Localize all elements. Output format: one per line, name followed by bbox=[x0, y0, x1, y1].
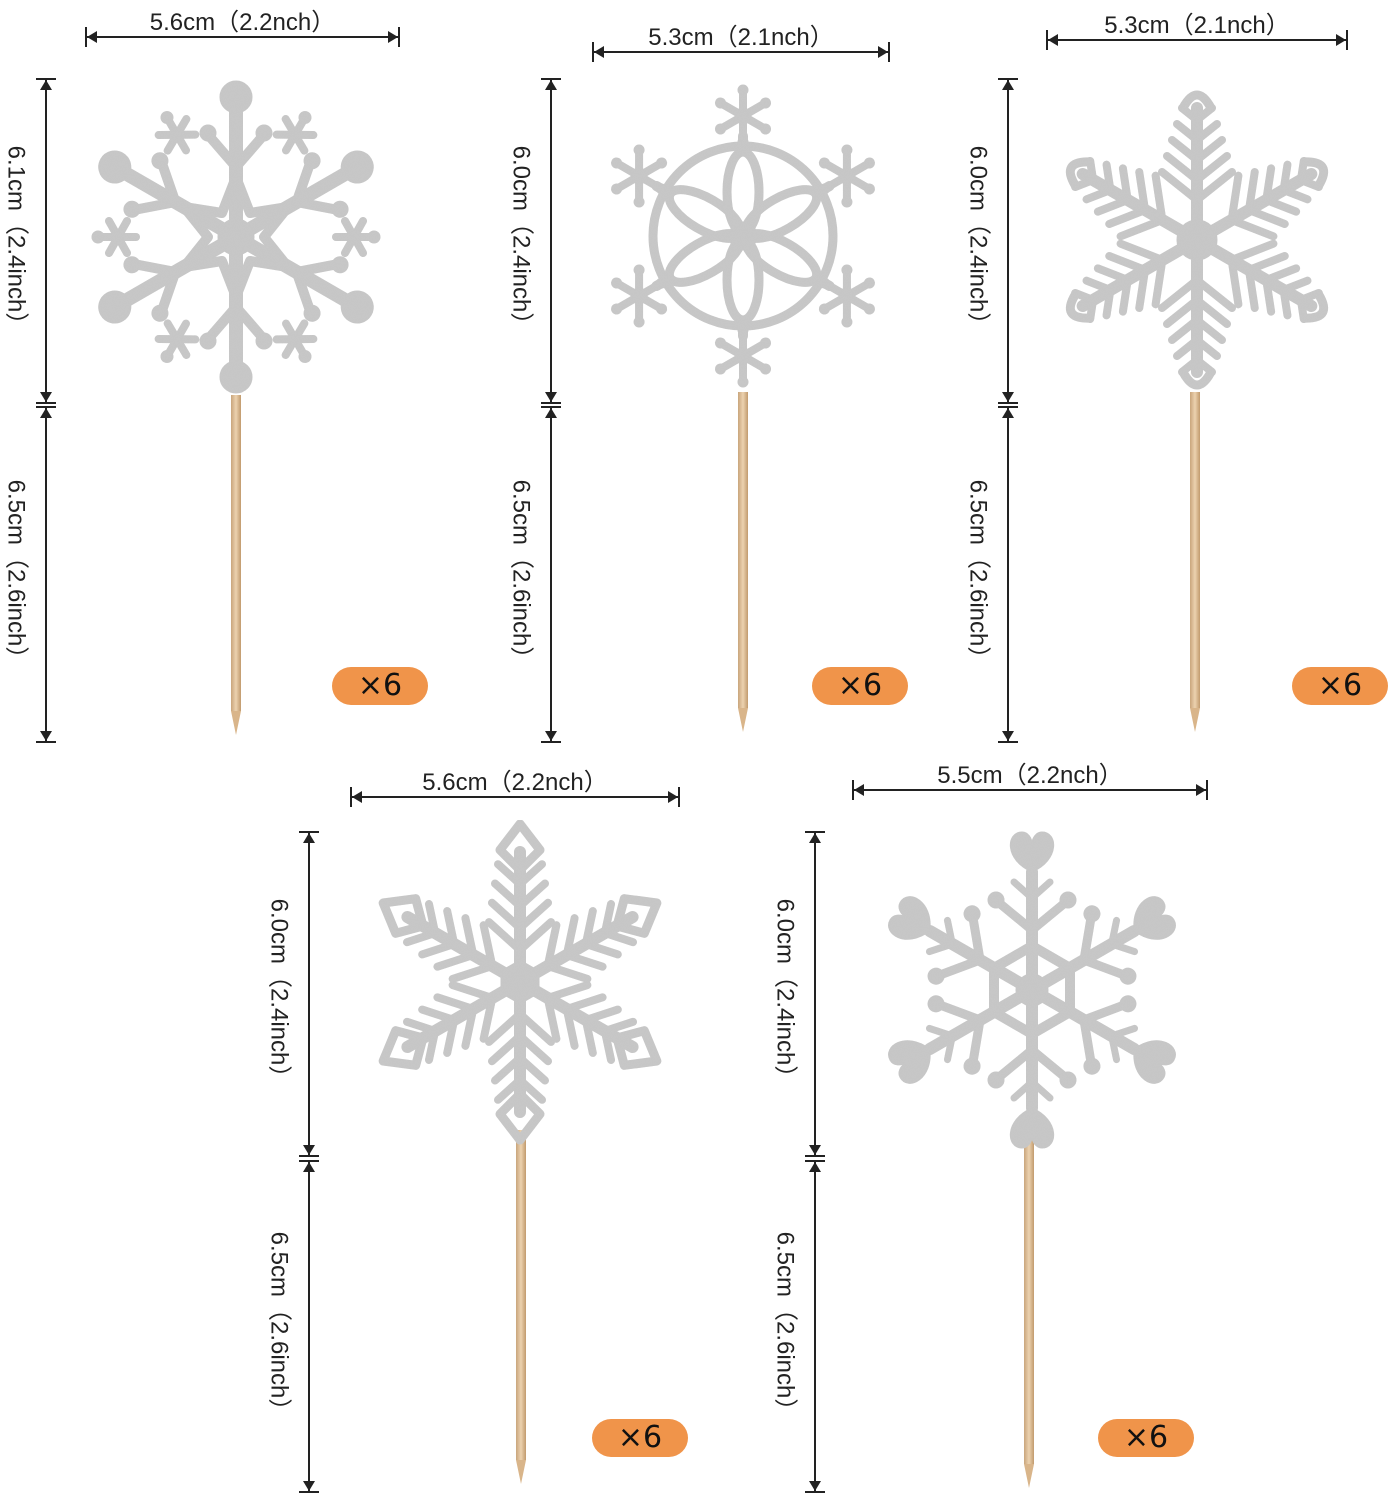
toothpick-1 bbox=[231, 395, 241, 711]
width-dimension-1: 5.6cm（2.2nch） bbox=[85, 2, 400, 47]
snowflake-round-tip-icon bbox=[91, 80, 381, 394]
snowflake-arrow-icon bbox=[378, 820, 662, 1145]
quantity-badge-3: ×6 bbox=[1292, 667, 1388, 705]
stick-height-dimension-2: 6.5cm（2.6inch） bbox=[507, 406, 570, 743]
width-label-4: 5.6cm（2.2nch） bbox=[422, 769, 608, 796]
stick-height-label-3: 6.5cm（2.6inch） bbox=[964, 479, 992, 670]
toothpick-tip-5 bbox=[1024, 1464, 1034, 1488]
stick-height-label-2: 6.5cm（2.6inch） bbox=[507, 479, 535, 670]
width-label-1: 5.6cm（2.2nch） bbox=[149, 9, 336, 36]
quantity-badge-4: ×6 bbox=[592, 1419, 688, 1457]
top-height-label-1: 6.1cm（2.4inch） bbox=[2, 145, 30, 337]
toothpick-tip-3 bbox=[1190, 708, 1200, 732]
snowflake-flower-icon bbox=[611, 84, 875, 388]
top-height-dimension-5: 6.0cm（2.4inch） bbox=[771, 831, 834, 1157]
quantity-badge-1: ×6 bbox=[332, 667, 428, 705]
stick-height-dimension-1: 6.5cm（2.6inch） bbox=[2, 406, 65, 743]
width-dimension-2: 5.3cm（2.1nch） bbox=[592, 17, 890, 62]
toothpick-tip-1 bbox=[231, 711, 241, 735]
stick-height-label-1: 6.5cm（2.6inch） bbox=[2, 479, 30, 670]
top-height-label-4: 6.0cm（2.4inch） bbox=[265, 898, 293, 1090]
width-label-3: 5.3cm（2.1nch） bbox=[1104, 12, 1290, 39]
width-dimension-3: 5.3cm（2.1nch） bbox=[1046, 5, 1348, 50]
width-dimension-5: 5.5cm（2.2nch） bbox=[852, 755, 1208, 800]
stick-height-dimension-3: 6.5cm（2.6inch） bbox=[964, 406, 1027, 743]
quantity-badge-2: ×6 bbox=[812, 667, 908, 705]
toothpick-2 bbox=[738, 392, 748, 708]
stick-height-label-5: 6.5cm（2.6inch） bbox=[771, 1231, 799, 1422]
stick-height-dimension-5: 6.5cm（2.6inch） bbox=[771, 1160, 834, 1493]
toothpick-3 bbox=[1190, 392, 1200, 708]
width-label-2: 5.3cm（2.1nch） bbox=[648, 24, 834, 51]
width-label-5: 5.5cm（2.2nch） bbox=[937, 762, 1123, 789]
top-height-dimension-2: 6.0cm（2.4inch） bbox=[507, 78, 570, 404]
toothpick-tip-2 bbox=[738, 708, 748, 732]
toothpick-4 bbox=[516, 1130, 526, 1460]
toothpick-tip-4 bbox=[516, 1460, 526, 1484]
quantity-badge-5: ×6 bbox=[1098, 1419, 1194, 1457]
top-height-label-2: 6.0cm（2.4inch） bbox=[507, 145, 535, 337]
top-height-dimension-1: 6.1cm（2.4inch） bbox=[2, 78, 65, 404]
stick-height-dimension-4: 6.5cm（2.6inch） bbox=[265, 1160, 328, 1493]
snowflake-heart-icon bbox=[888, 831, 1176, 1149]
top-height-label-3: 6.0cm（2.4inch） bbox=[964, 145, 992, 337]
snowflake-fern-icon bbox=[1065, 90, 1329, 390]
top-height-dimension-3: 6.0cm（2.4inch） bbox=[964, 78, 1027, 404]
toothpick-5 bbox=[1024, 1140, 1034, 1464]
stick-height-label-4: 6.5cm（2.6inch） bbox=[265, 1231, 293, 1422]
top-height-dimension-4: 6.0cm（2.4inch） bbox=[265, 831, 328, 1157]
top-height-label-5: 6.0cm（2.4inch） bbox=[771, 898, 799, 1090]
width-dimension-4: 5.6cm（2.2nch） bbox=[350, 762, 680, 807]
